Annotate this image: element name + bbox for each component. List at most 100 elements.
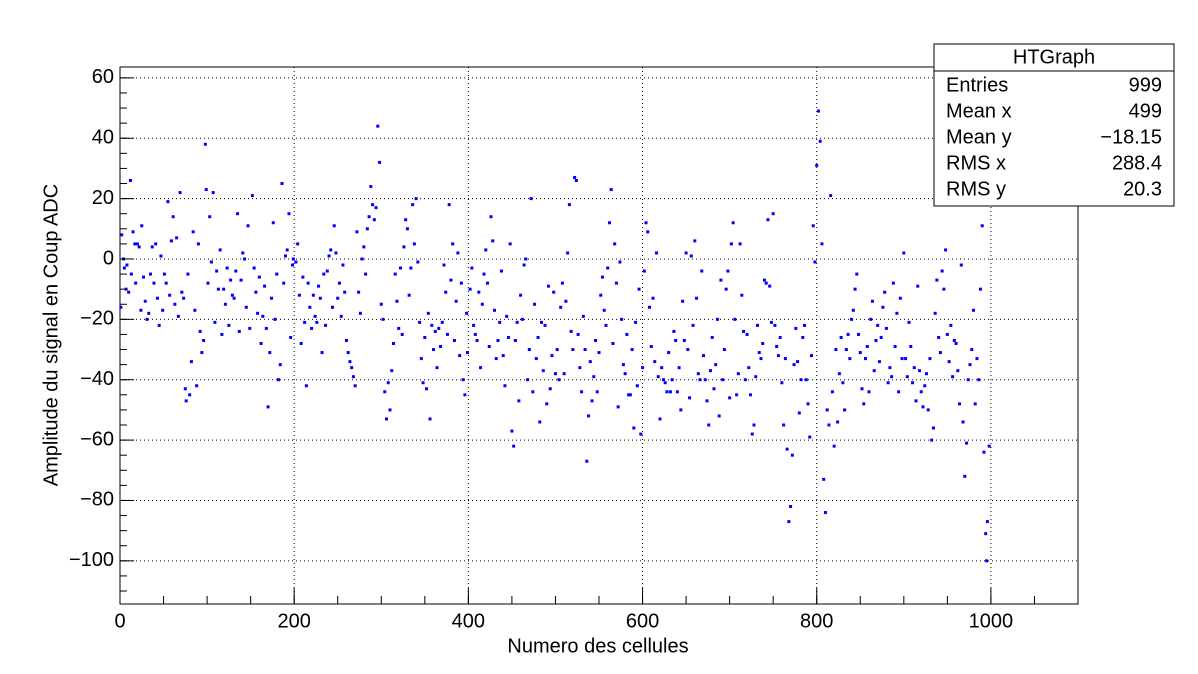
- point: [933, 311, 937, 315]
- point: [945, 332, 949, 336]
- point: [810, 354, 814, 358]
- point: [924, 372, 928, 376]
- point: [728, 396, 732, 400]
- point: [590, 399, 594, 403]
- point: [501, 354, 505, 358]
- point: [390, 369, 394, 373]
- point: [477, 290, 481, 294]
- point: [956, 369, 960, 373]
- point: [553, 372, 557, 376]
- point: [176, 314, 180, 318]
- point: [634, 320, 638, 324]
- point: [806, 402, 810, 406]
- point: [355, 230, 359, 234]
- point: [393, 272, 397, 276]
- point: [808, 435, 812, 439]
- point: [119, 305, 123, 309]
- stats-label: RMS x: [946, 152, 1006, 174]
- point: [621, 363, 625, 367]
- point: [721, 378, 725, 382]
- point: [324, 323, 328, 327]
- point: [606, 266, 610, 270]
- point: [310, 326, 314, 330]
- stats-value: −18.15: [1100, 126, 1162, 148]
- point: [257, 275, 261, 279]
- point: [164, 281, 168, 285]
- point: [877, 360, 881, 364]
- point: [799, 378, 803, 382]
- point: [346, 351, 350, 355]
- point: [965, 441, 969, 445]
- point: [923, 384, 927, 388]
- point: [935, 278, 939, 282]
- point: [754, 375, 758, 379]
- point: [344, 338, 348, 342]
- point: [365, 227, 369, 231]
- point: [632, 426, 636, 430]
- point: [560, 281, 564, 285]
- point: [438, 345, 442, 349]
- point: [442, 263, 446, 267]
- point: [594, 338, 598, 342]
- point: [405, 227, 409, 231]
- point: [759, 357, 763, 361]
- point: [317, 284, 321, 288]
- point: [531, 390, 535, 394]
- point: [520, 317, 524, 321]
- point: [289, 335, 293, 339]
- point: [468, 287, 472, 291]
- point: [313, 314, 317, 318]
- point: [234, 269, 238, 273]
- point: [252, 266, 256, 270]
- point: [663, 381, 667, 385]
- point: [778, 335, 782, 339]
- point: [585, 459, 589, 463]
- point: [127, 290, 131, 294]
- point: [898, 296, 902, 300]
- y-tick-label: −80: [80, 489, 114, 511]
- point: [322, 272, 326, 276]
- point: [794, 326, 798, 330]
- point: [527, 348, 531, 352]
- point: [815, 163, 819, 167]
- point: [538, 420, 542, 424]
- y-tick-label: 20: [92, 187, 114, 209]
- point: [388, 408, 392, 412]
- point: [581, 314, 585, 318]
- point: [402, 245, 406, 249]
- point: [773, 323, 777, 327]
- point: [137, 245, 141, 249]
- point: [248, 326, 252, 330]
- point: [607, 221, 611, 225]
- point: [479, 366, 483, 370]
- point: [383, 390, 387, 394]
- point: [503, 384, 507, 388]
- point: [644, 221, 648, 225]
- point: [216, 287, 220, 291]
- y-tick-label: −20: [80, 308, 114, 330]
- point: [693, 239, 697, 243]
- point: [637, 287, 641, 291]
- point: [440, 320, 444, 324]
- point: [780, 381, 784, 385]
- point: [369, 185, 373, 189]
- point: [616, 405, 620, 409]
- point: [299, 341, 303, 345]
- point: [695, 296, 699, 300]
- point: [374, 206, 378, 210]
- point: [928, 357, 932, 361]
- point: [331, 305, 335, 309]
- point: [670, 378, 674, 382]
- point: [432, 348, 436, 352]
- stats-label: Entries: [946, 74, 1008, 96]
- point: [498, 320, 502, 324]
- point: [550, 354, 554, 358]
- point: [215, 269, 219, 273]
- point: [492, 308, 496, 312]
- point: [191, 230, 195, 234]
- point: [740, 293, 744, 297]
- stats-label: Mean x: [946, 100, 1012, 122]
- point: [232, 296, 236, 300]
- point: [264, 326, 268, 330]
- stats-value: 999: [1129, 74, 1162, 96]
